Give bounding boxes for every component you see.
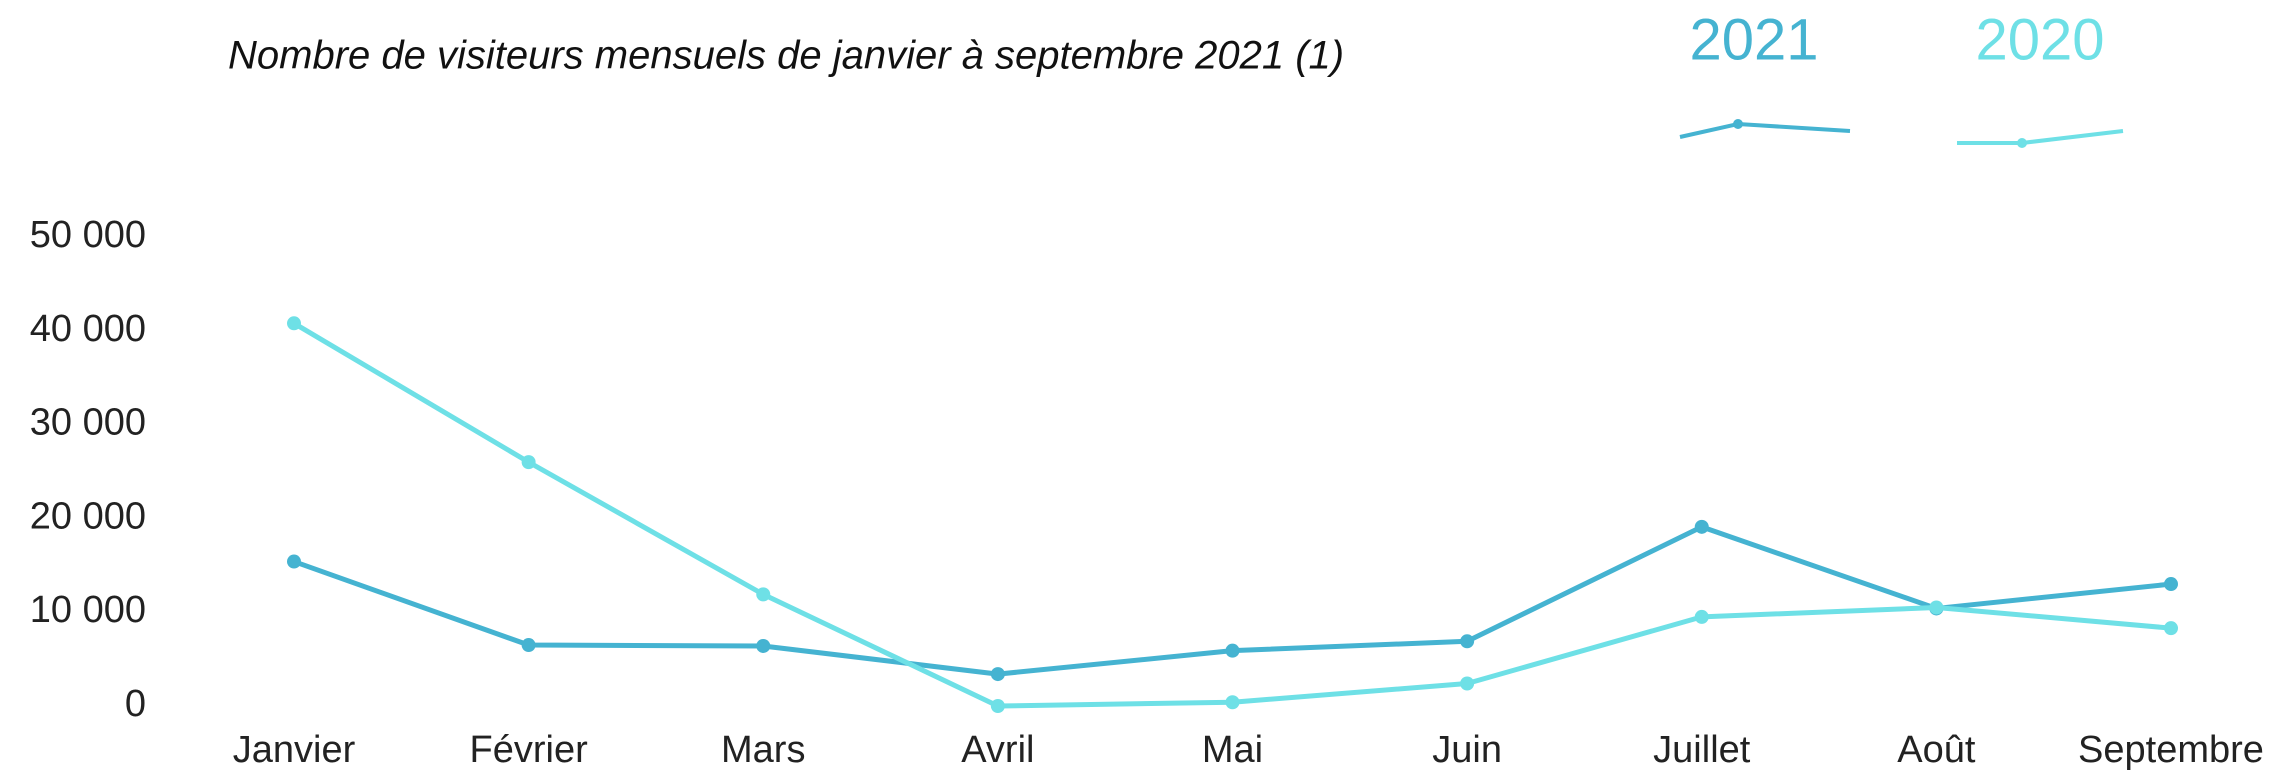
x-tick-label: Mai <box>1202 729 1263 771</box>
data-point <box>521 638 536 653</box>
y-tick-label: 30 000 <box>30 402 146 444</box>
data-point <box>1225 695 1240 710</box>
y-tick-label: 0 <box>125 683 146 725</box>
data-point <box>521 455 536 470</box>
data-point <box>756 638 771 653</box>
x-tick-label: Avril <box>961 729 1034 771</box>
y-tick-label: 20 000 <box>30 495 146 537</box>
x-tick-label: Septembre <box>2078 729 2264 771</box>
legend-marker <box>2017 138 2027 148</box>
y-tick-label: 40 000 <box>30 308 146 350</box>
x-tick-label: Juin <box>1432 729 1502 771</box>
x-tick-label: Février <box>470 729 589 771</box>
x-tick-label: Janvier <box>233 729 356 771</box>
data-point <box>1694 609 1709 624</box>
data-point <box>287 554 301 569</box>
data-point <box>1929 600 1944 615</box>
legend-line <box>1679 121 1851 139</box>
y-tick-label: 10 000 <box>30 589 146 631</box>
data-point <box>990 699 1005 713</box>
x-tick-label: Juillet <box>1653 729 1751 771</box>
legend-label: 2020 <box>1975 7 2104 72</box>
data-point <box>2164 577 2178 592</box>
data-point <box>990 667 1005 682</box>
data-point <box>1460 634 1475 649</box>
data-point <box>287 316 301 331</box>
x-tick-label: Mars <box>721 729 805 771</box>
data-point <box>2164 621 2178 636</box>
y-tick-label: 50 000 <box>30 214 146 256</box>
legend-marker <box>1733 119 1743 129</box>
legend-line <box>1957 129 2124 145</box>
data-point <box>1694 519 1709 534</box>
x-tick-label: Août <box>1897 729 1976 771</box>
data-point <box>1225 643 1240 658</box>
chart-title: Nombre de visiteurs mensuels de janvier … <box>228 34 1344 78</box>
data-point <box>1460 676 1475 691</box>
data-point <box>756 587 771 602</box>
legend-label: 2021 <box>1689 7 1818 72</box>
